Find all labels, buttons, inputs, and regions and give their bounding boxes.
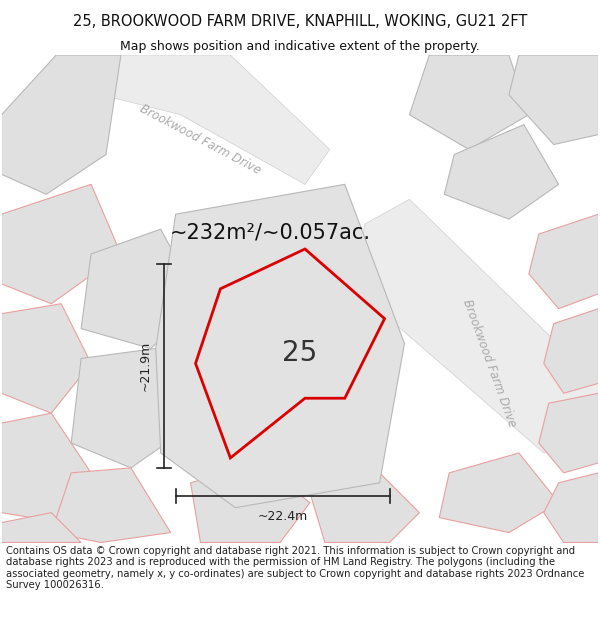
Text: ~21.9m: ~21.9m <box>139 341 152 391</box>
Text: Brookwood Farm Drive: Brookwood Farm Drive <box>460 298 518 429</box>
Polygon shape <box>196 249 385 458</box>
Text: Map shows position and indicative extent of the property.: Map shows position and indicative extent… <box>120 39 480 52</box>
Polygon shape <box>156 184 404 508</box>
Polygon shape <box>191 463 310 542</box>
Polygon shape <box>355 199 598 453</box>
Polygon shape <box>61 55 330 184</box>
Polygon shape <box>544 309 598 393</box>
Text: ~22.4m: ~22.4m <box>257 509 308 522</box>
Polygon shape <box>539 393 598 473</box>
Polygon shape <box>2 304 91 413</box>
Polygon shape <box>2 55 121 194</box>
Polygon shape <box>51 468 170 542</box>
Polygon shape <box>444 124 559 219</box>
Text: 25: 25 <box>283 339 317 367</box>
Polygon shape <box>439 453 559 532</box>
Text: 25, BROOKWOOD FARM DRIVE, KNAPHILL, WOKING, GU21 2FT: 25, BROOKWOOD FARM DRIVE, KNAPHILL, WOKI… <box>73 14 527 29</box>
Polygon shape <box>2 184 121 304</box>
Polygon shape <box>529 214 598 309</box>
Polygon shape <box>310 473 419 542</box>
Polygon shape <box>509 55 598 144</box>
Text: Contains OS data © Crown copyright and database right 2021. This information is : Contains OS data © Crown copyright and d… <box>6 546 584 591</box>
Polygon shape <box>544 473 598 542</box>
Text: Brookwood Farm Drive: Brookwood Farm Drive <box>138 102 263 177</box>
Text: ~232m²/~0.057ac.: ~232m²/~0.057ac. <box>170 222 371 242</box>
Polygon shape <box>81 229 200 349</box>
Polygon shape <box>2 413 91 522</box>
Polygon shape <box>409 55 529 149</box>
Polygon shape <box>2 512 81 542</box>
Polygon shape <box>71 349 196 468</box>
